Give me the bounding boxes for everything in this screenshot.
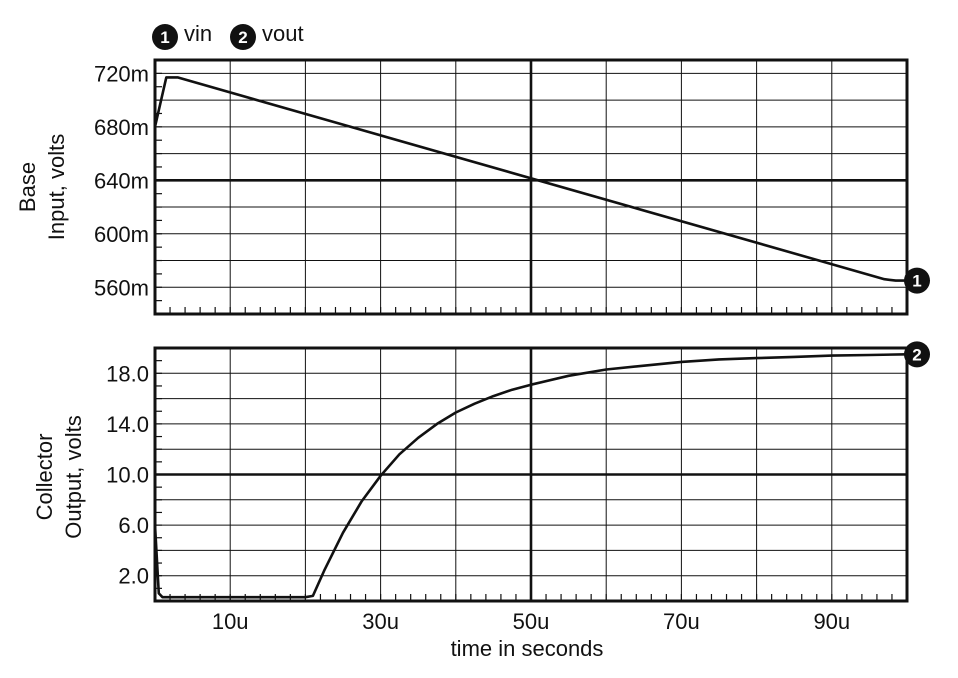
series-line-vin bbox=[153, 76, 907, 282]
top-ytick-label: 560m bbox=[94, 275, 149, 300]
legend: 1 vin 2 vout bbox=[152, 21, 304, 50]
series-end-marker-vin: 1 bbox=[904, 267, 930, 294]
legend-marker-vin-icon bbox=[152, 24, 178, 50]
top-ylabel-line2: Input, volts bbox=[44, 134, 69, 240]
legend-marker-vin-number: 1 bbox=[160, 28, 169, 47]
bottom-plot-frame bbox=[153, 346, 909, 603]
bottom-ytick-label: 18.0 bbox=[106, 361, 149, 386]
top-ytick-label: 600m bbox=[94, 222, 149, 247]
bottom-xtick-label: 90u bbox=[813, 609, 850, 634]
top-ytick-label: 680m bbox=[94, 115, 149, 140]
top-ylabel-line1: Base bbox=[15, 162, 40, 212]
legend-marker-vout-icon bbox=[230, 24, 256, 50]
bottom-ytick-label: 6.0 bbox=[118, 513, 149, 538]
bottom-xtick-label: 30u bbox=[362, 609, 399, 634]
top-grid bbox=[155, 60, 907, 314]
top-plot-panel: 560m 600m 640m 680m 720m 1 Base Input, volts bbox=[15, 58, 930, 316]
top-ytick-label: 640m bbox=[94, 168, 149, 193]
bottom-grid bbox=[155, 348, 907, 601]
series-end-marker-vout-number: 2 bbox=[912, 345, 921, 364]
legend-label-vout: vout bbox=[262, 21, 304, 46]
bottom-ylabel-line2: Output, volts bbox=[61, 415, 86, 539]
top-ytick-label: 720m bbox=[94, 61, 149, 86]
legend-marker-vout-number: 2 bbox=[238, 28, 247, 47]
bottom-plot-panel: 2.0 6.0 10.0 14.0 18.0 10u 30u 50u 70u 90u 2 Coll… bbox=[32, 341, 930, 661]
bottom-ylabel-line1: Collector bbox=[32, 434, 57, 521]
series-line-vout bbox=[153, 353, 908, 599]
bottom-ytick-label: 14.0 bbox=[106, 412, 149, 437]
top-tick-labels: 560m 600m 640m 680m 720m bbox=[94, 61, 149, 300]
bottom-xtick-label: 50u bbox=[513, 609, 550, 634]
legend-label-vin: vin bbox=[184, 21, 212, 46]
bottom-ytick-label: 2.0 bbox=[118, 564, 149, 589]
series-end-marker-vin-icon bbox=[904, 267, 930, 294]
bottom-tick-labels: 2.0 6.0 10.0 14.0 18.0 10u 30u 50u 70u 90u bbox=[106, 361, 850, 634]
bottom-xtick-label: 10u bbox=[212, 609, 249, 634]
bottom-xtick-label: 70u bbox=[663, 609, 700, 634]
series-end-marker-vout: 2 bbox=[904, 341, 930, 368]
top-plot-frame bbox=[153, 58, 909, 316]
bottom-xlabel: time in seconds bbox=[451, 636, 604, 661]
bottom-ytick-label: 10.0 bbox=[106, 463, 149, 488]
series-end-marker-vin-number: 1 bbox=[912, 272, 921, 291]
series-end-marker-vout-icon bbox=[904, 341, 930, 368]
